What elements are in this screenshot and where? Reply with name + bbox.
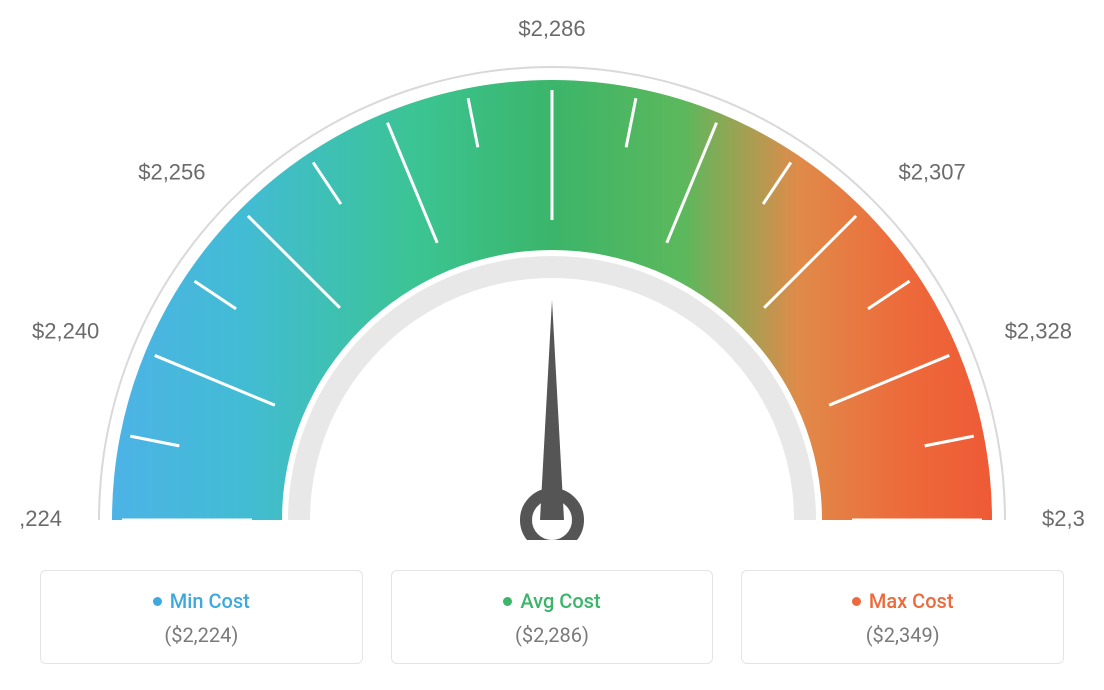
legend-value-min: ($2,224) <box>51 623 352 647</box>
legend-card-max: Max Cost ($2,349) <box>741 570 1064 664</box>
svg-text:$2,307: $2,307 <box>898 160 965 185</box>
svg-text:$2,286: $2,286 <box>518 20 585 41</box>
legend-dot-max <box>852 597 861 606</box>
svg-text:$2,328: $2,328 <box>1005 318 1072 343</box>
legend-card-min: Min Cost ($2,224) <box>40 570 363 664</box>
legend-card-avg: Avg Cost ($2,286) <box>391 570 714 664</box>
legend-dot-avg <box>503 597 512 606</box>
legend-text-max: Max Cost <box>869 589 954 613</box>
svg-text:$2,349: $2,349 <box>1042 506 1084 531</box>
legend-label-avg: Avg Cost <box>402 589 703 613</box>
legend-text-min: Min Cost <box>170 589 250 613</box>
legend-row: Min Cost ($2,224) Avg Cost ($2,286) Max … <box>20 570 1084 664</box>
svg-text:$2,240: $2,240 <box>32 318 99 343</box>
svg-text:$2,256: $2,256 <box>138 160 205 185</box>
cost-gauge-chart: $2,224 $2,240 $2,256 $2,286 $2,307 $2,328 $2,3… <box>20 20 1084 540</box>
legend-dot-min <box>153 597 162 606</box>
legend-label-max: Max Cost <box>752 589 1053 613</box>
legend-value-avg: ($2,286) <box>402 623 703 647</box>
svg-text:$2,224: $2,224 <box>20 506 62 531</box>
legend-text-avg: Avg Cost <box>520 589 600 613</box>
legend-value-max: ($2,349) <box>752 623 1053 647</box>
legend-label-min: Min Cost <box>51 589 352 613</box>
